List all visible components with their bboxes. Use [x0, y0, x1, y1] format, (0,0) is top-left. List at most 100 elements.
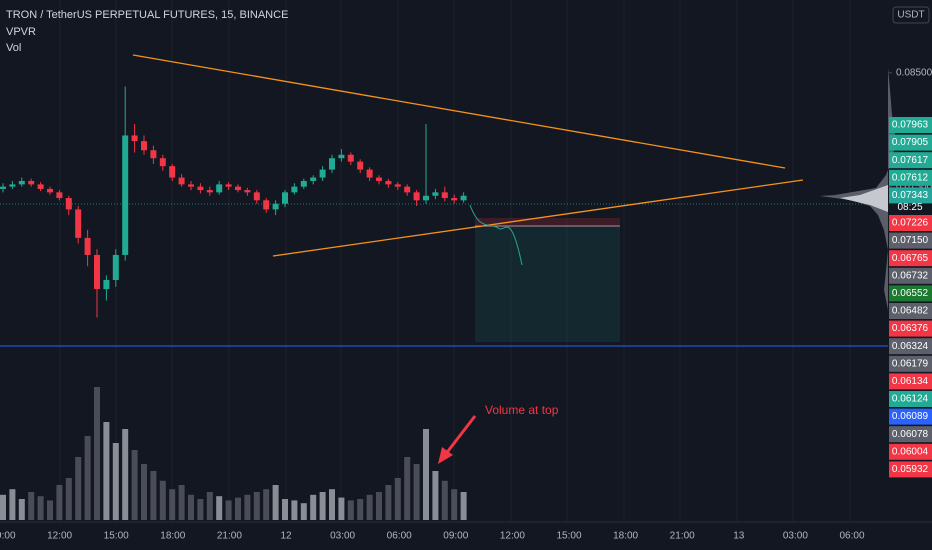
candle-body — [9, 184, 16, 187]
candle-body — [385, 180, 392, 185]
candle-body — [376, 177, 382, 181]
candle-body — [18, 180, 25, 185]
candle-body — [178, 177, 185, 185]
x-tick-label: 15:00 — [104, 531, 129, 542]
volume-bar — [329, 489, 335, 520]
x-tick-label: 15:00 — [556, 531, 581, 542]
candle-body — [56, 192, 63, 199]
candle-body — [75, 209, 82, 238]
volume-bar — [272, 485, 279, 520]
candle-body — [451, 198, 458, 201]
volume-bar — [441, 480, 448, 520]
volume-bar — [150, 471, 157, 520]
candle-body — [225, 184, 232, 187]
annotation-arrowhead — [438, 447, 453, 464]
candle-body — [112, 254, 119, 280]
price-tag-label: 0.06089 — [892, 411, 929, 422]
currency-box[interactable] — [892, 6, 930, 24]
price-tag-label: 0.07150 — [892, 235, 929, 246]
volume-bar — [394, 478, 401, 520]
volume-bar — [178, 485, 185, 520]
volume-bar — [37, 496, 44, 520]
candle-body — [206, 190, 213, 193]
candle-body — [357, 161, 364, 170]
marks — [0, 86, 467, 520]
price-tag — [889, 320, 932, 337]
volume-bar — [206, 492, 213, 520]
volume-bar — [122, 429, 129, 520]
volume-bar — [225, 500, 232, 520]
price-tag — [889, 250, 932, 267]
trend-line-upper — [132, 54, 786, 169]
candle-body — [310, 177, 317, 181]
y-tick-label: 0.07500 — [896, 181, 932, 192]
volume-bar — [131, 450, 138, 520]
stop-zone — [475, 218, 620, 227]
candle-body — [404, 186, 411, 193]
price-tag — [889, 134, 932, 151]
candle-body — [441, 192, 448, 199]
price-tag-label: 0.07612 — [892, 172, 929, 183]
volume-bar — [347, 500, 354, 520]
candle-body — [216, 184, 223, 193]
price-tag-label: 0.07905 — [892, 137, 929, 148]
volume-bar — [366, 494, 373, 520]
price-tag — [889, 443, 932, 460]
price-tag — [889, 285, 932, 302]
volume-bar — [423, 429, 429, 520]
volume-bar — [291, 500, 298, 520]
candle-body — [197, 186, 204, 191]
price-tag-label: 0.07963 — [892, 120, 929, 131]
price-tag — [889, 215, 932, 231]
candle-body — [94, 254, 100, 290]
volume-bar — [159, 480, 166, 520]
price-tag — [889, 303, 932, 319]
volume-bar — [460, 492, 467, 520]
candle-body — [0, 186, 6, 189]
price-tag-label: 0.06732 — [892, 270, 929, 281]
candle-body — [103, 279, 110, 290]
volume-bar — [47, 500, 53, 520]
price-tag — [889, 187, 932, 204]
candle-body — [423, 195, 429, 201]
volume-bar — [253, 492, 260, 520]
candle-body — [131, 135, 138, 142]
price-tag — [889, 373, 932, 390]
annotation: Volume at top — [485, 403, 559, 417]
candle-body — [169, 166, 176, 178]
indicator-vpvr: VPVR — [6, 26, 36, 38]
volume-profile-poc — [840, 185, 888, 212]
volume-bar — [9, 489, 16, 520]
volume-bar — [310, 494, 317, 520]
price-tag — [889, 169, 932, 186]
price-tag — [889, 461, 932, 478]
price-tag-label: 0.06552 — [892, 288, 929, 299]
price-tag — [889, 408, 932, 425]
price-tag-label: 0.06078 — [892, 429, 929, 440]
candle-body — [37, 184, 44, 189]
price-tag — [889, 232, 932, 249]
volume-bar — [282, 499, 288, 520]
candle-body — [432, 192, 439, 196]
price-tag — [889, 391, 932, 407]
volume-bar — [28, 492, 35, 520]
volume-bar — [300, 503, 307, 520]
x-tick-label: 18:00 — [613, 531, 638, 542]
volume-bar — [18, 499, 25, 520]
volume-bar — [112, 443, 119, 520]
x-tick-label: 13 — [733, 531, 745, 542]
x-tick-label: 18:00 — [160, 531, 185, 542]
candle-body — [244, 190, 251, 193]
price-tag-label: 0.06179 — [892, 358, 929, 369]
price-tag-label: 0.07226 — [892, 218, 929, 229]
candle-body — [272, 203, 279, 210]
currency[interactable]: USDT — [897, 10, 924, 21]
trend-line-lower — [272, 179, 804, 257]
volume-bar — [263, 489, 270, 520]
x-tick-label: 12 — [280, 531, 292, 542]
candle-body — [122, 135, 129, 255]
volume-bar — [0, 494, 6, 520]
volume-bar — [141, 464, 147, 520]
candle-body — [291, 186, 298, 193]
